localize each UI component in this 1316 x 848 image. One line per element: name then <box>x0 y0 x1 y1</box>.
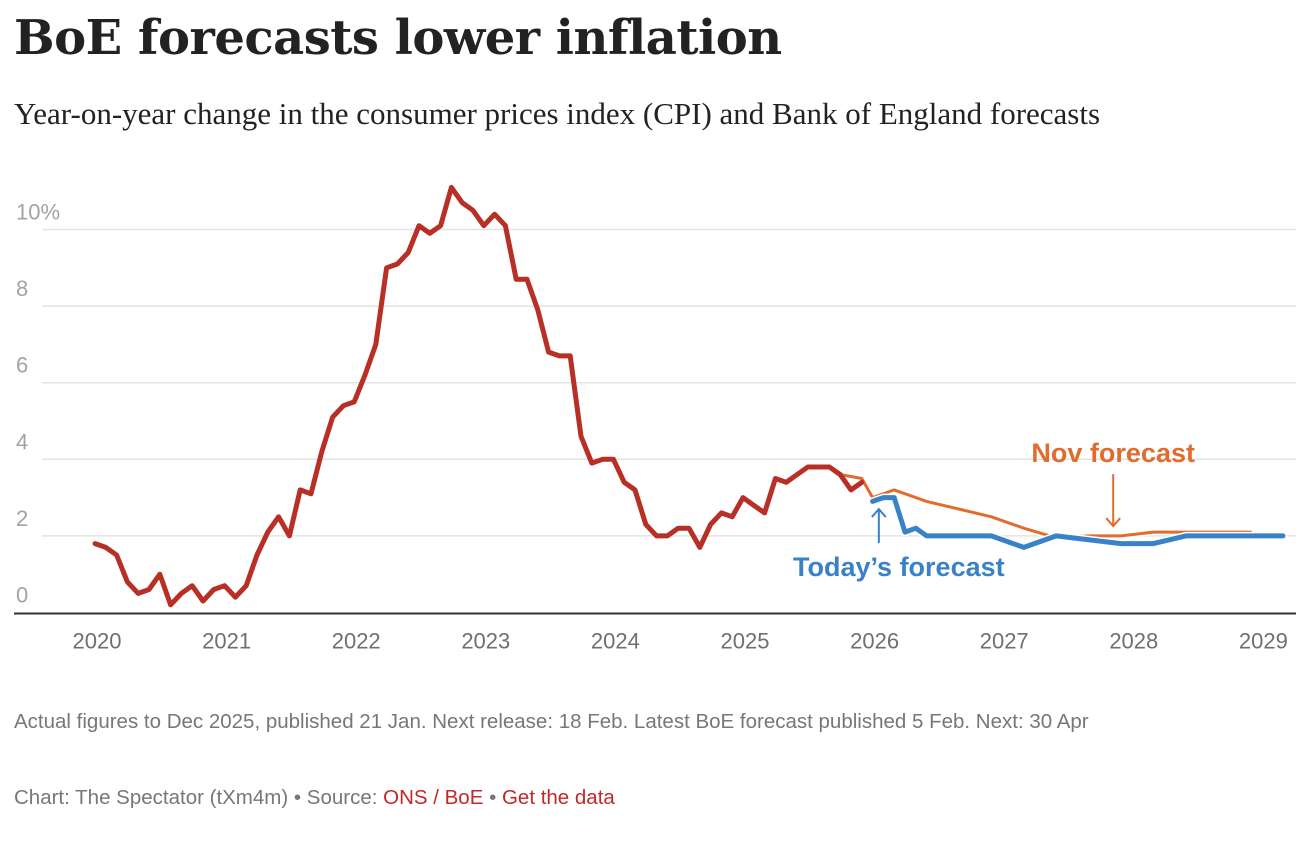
y-axis-labels: 0 2 4 6 8 10% <box>16 200 60 608</box>
y-tick-label: 0 <box>16 583 28 608</box>
nov-forecast-label: Nov forecast <box>1031 438 1195 468</box>
series-lines <box>92 184 1287 608</box>
up-arrow-icon <box>871 507 887 518</box>
y-tick-label: 6 <box>16 353 28 378</box>
nov-forecast-line <box>838 473 1253 540</box>
x-tick-label: 2021 <box>202 629 251 654</box>
cpi-line <box>92 184 865 608</box>
y-tick-label: 2 <box>16 506 28 531</box>
x-tick-label: 2029 <box>1239 629 1288 654</box>
x-tick-label: 2023 <box>461 629 510 654</box>
chart-subtitle: Year-on-year change in the consumer pric… <box>14 96 1101 131</box>
annotations: Nov forecast Today’s forecast <box>793 438 1195 582</box>
x-tick-label: 2020 <box>73 629 122 654</box>
get-the-data-link[interactable]: Get the data <box>501 786 615 809</box>
y-tick-label: 10% <box>16 200 60 225</box>
x-tick-label: 2024 <box>591 629 640 654</box>
x-tick-label: 2025 <box>721 629 770 654</box>
separator: • <box>288 786 307 809</box>
chart-credit: Chart: The Spectator (tXm4m) <box>14 786 289 809</box>
todays-forecast-label: Today’s forecast <box>793 552 1005 582</box>
gridlines <box>42 228 1296 537</box>
source-label: Source: <box>306 786 384 809</box>
x-tick-label: 2022 <box>332 629 381 654</box>
todays-forecast-line <box>870 495 1286 550</box>
x-axis-labels: 2020 2021 2022 2023 2024 2025 2026 2027 2028 2029 <box>73 629 1288 654</box>
chart-title: BoE forecasts lower inflation <box>14 10 782 66</box>
source-link[interactable]: ONS / BoE <box>383 786 484 809</box>
y-tick-label: 8 <box>16 276 28 301</box>
x-tick-label: 2026 <box>850 629 899 654</box>
x-tick-label: 2027 <box>980 629 1029 654</box>
down-arrow-icon <box>1105 517 1121 528</box>
y-tick-label: 4 <box>16 429 28 454</box>
separator: • <box>483 786 502 809</box>
x-tick-label: 2028 <box>1109 629 1158 654</box>
credit-line: Chart: The Spectator (tXm4m) • Source: O… <box>14 786 615 810</box>
footnote: Actual figures to Dec 2025, published 21… <box>14 710 1089 733</box>
